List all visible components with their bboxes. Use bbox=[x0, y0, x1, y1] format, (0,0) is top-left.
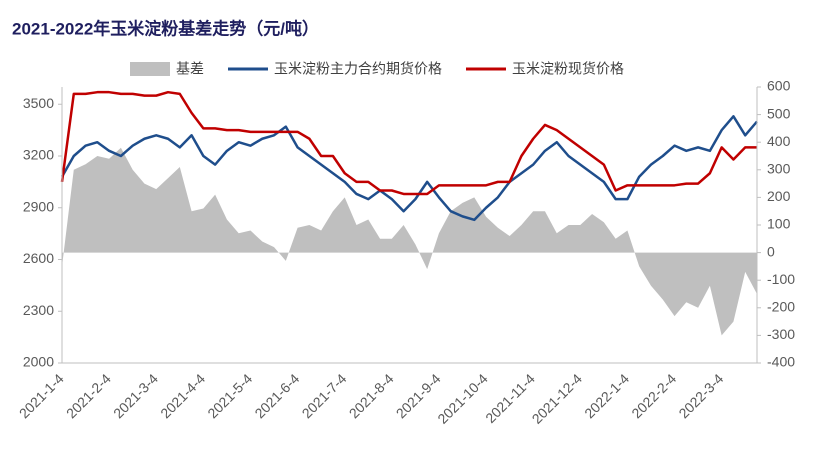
chart-title: 2021-2022年玉米淀粉基差走势（元/吨） bbox=[12, 18, 319, 38]
x-tick-label: 2021-8-4 bbox=[346, 370, 397, 421]
y-tick-label: 2600 bbox=[23, 250, 54, 266]
x-tick-label: 2021-3-4 bbox=[110, 370, 161, 421]
x-tick-label: 2021-12-4 bbox=[529, 370, 586, 427]
y2-tick-label: -200 bbox=[767, 299, 795, 315]
price-line bbox=[60, 115, 758, 222]
legend-swatch bbox=[130, 62, 170, 76]
x-tick-label: 2021-10-4 bbox=[434, 370, 491, 427]
y2-tick-label: 600 bbox=[767, 78, 791, 94]
y-tick-label: 2900 bbox=[23, 198, 54, 214]
x-tick-label: 2021-1-4 bbox=[16, 370, 67, 421]
y2-tick-label: 300 bbox=[767, 161, 791, 177]
y-tick-label: 3200 bbox=[23, 147, 54, 163]
y-tick-label: 2300 bbox=[23, 302, 54, 318]
price-line bbox=[60, 90, 757, 196]
x-tick-label: 2021-7-4 bbox=[299, 370, 350, 421]
y2-tick-label: -400 bbox=[767, 354, 795, 370]
y-tick-label: 3500 bbox=[23, 95, 54, 111]
legend-label: 玉米淀粉主力合约期货价格 bbox=[274, 61, 442, 77]
y-tick-label: 2000 bbox=[23, 354, 54, 370]
x-tick-label: 2022-1-4 bbox=[581, 370, 632, 421]
y2-tick-label: 100 bbox=[767, 216, 791, 232]
y2-tick-label: 200 bbox=[767, 188, 791, 204]
x-tick-label: 2022-2-4 bbox=[628, 370, 679, 421]
legend-label: 玉米淀粉现货价格 bbox=[512, 61, 624, 77]
y2-tick-label: -300 bbox=[767, 326, 795, 342]
legend-label: 基差 bbox=[176, 61, 204, 77]
y2-tick-label: 500 bbox=[767, 105, 791, 121]
y2-tick-label: 400 bbox=[767, 133, 791, 149]
x-tick-label: 2022-3-4 bbox=[675, 370, 726, 421]
y2-tick-label: -100 bbox=[767, 271, 795, 287]
x-tick-label: 2021-6-4 bbox=[251, 370, 302, 421]
x-tick-label: 2021-4-4 bbox=[157, 370, 208, 421]
basis-area bbox=[62, 147, 757, 336]
x-tick-label: 2021-2-4 bbox=[63, 370, 114, 421]
x-tick-label: 2021-5-4 bbox=[204, 370, 255, 421]
y2-tick-label: 0 bbox=[767, 243, 775, 259]
